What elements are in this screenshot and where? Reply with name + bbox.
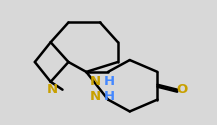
Text: H: H bbox=[104, 75, 115, 88]
Text: N: N bbox=[47, 83, 58, 96]
Text: O: O bbox=[177, 83, 188, 96]
Text: N: N bbox=[90, 90, 101, 103]
Text: H: H bbox=[104, 90, 115, 103]
Text: N: N bbox=[90, 75, 101, 88]
